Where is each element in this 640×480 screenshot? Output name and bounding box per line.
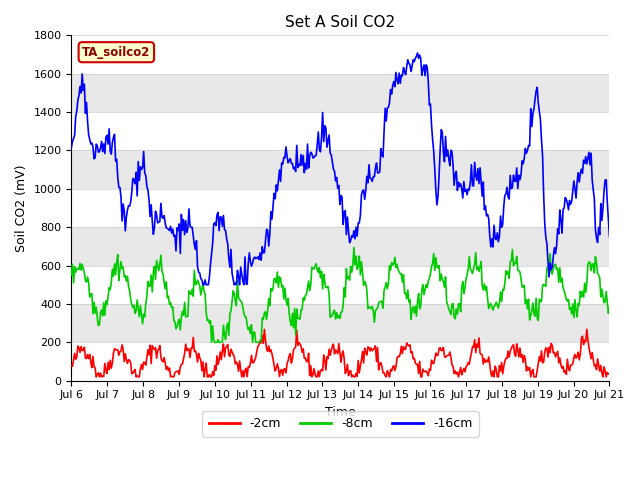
Y-axis label: Soil CO2 (mV): Soil CO2 (mV): [15, 164, 28, 252]
Bar: [72, 36, 609, 74]
Text: TA_soilco2: TA_soilco2: [82, 46, 150, 59]
X-axis label: Time: Time: [325, 406, 356, 419]
Bar: [72, 304, 609, 342]
Bar: [72, 150, 609, 189]
Bar: [72, 227, 609, 265]
Title: Set A Soil CO2: Set A Soil CO2: [285, 15, 396, 30]
Legend: -2cm, -8cm, -16cm: -2cm, -8cm, -16cm: [202, 411, 479, 437]
Bar: [72, 112, 609, 150]
Bar: [72, 74, 609, 112]
Bar: [72, 342, 609, 381]
Bar: [72, 189, 609, 227]
Bar: [72, 265, 609, 304]
